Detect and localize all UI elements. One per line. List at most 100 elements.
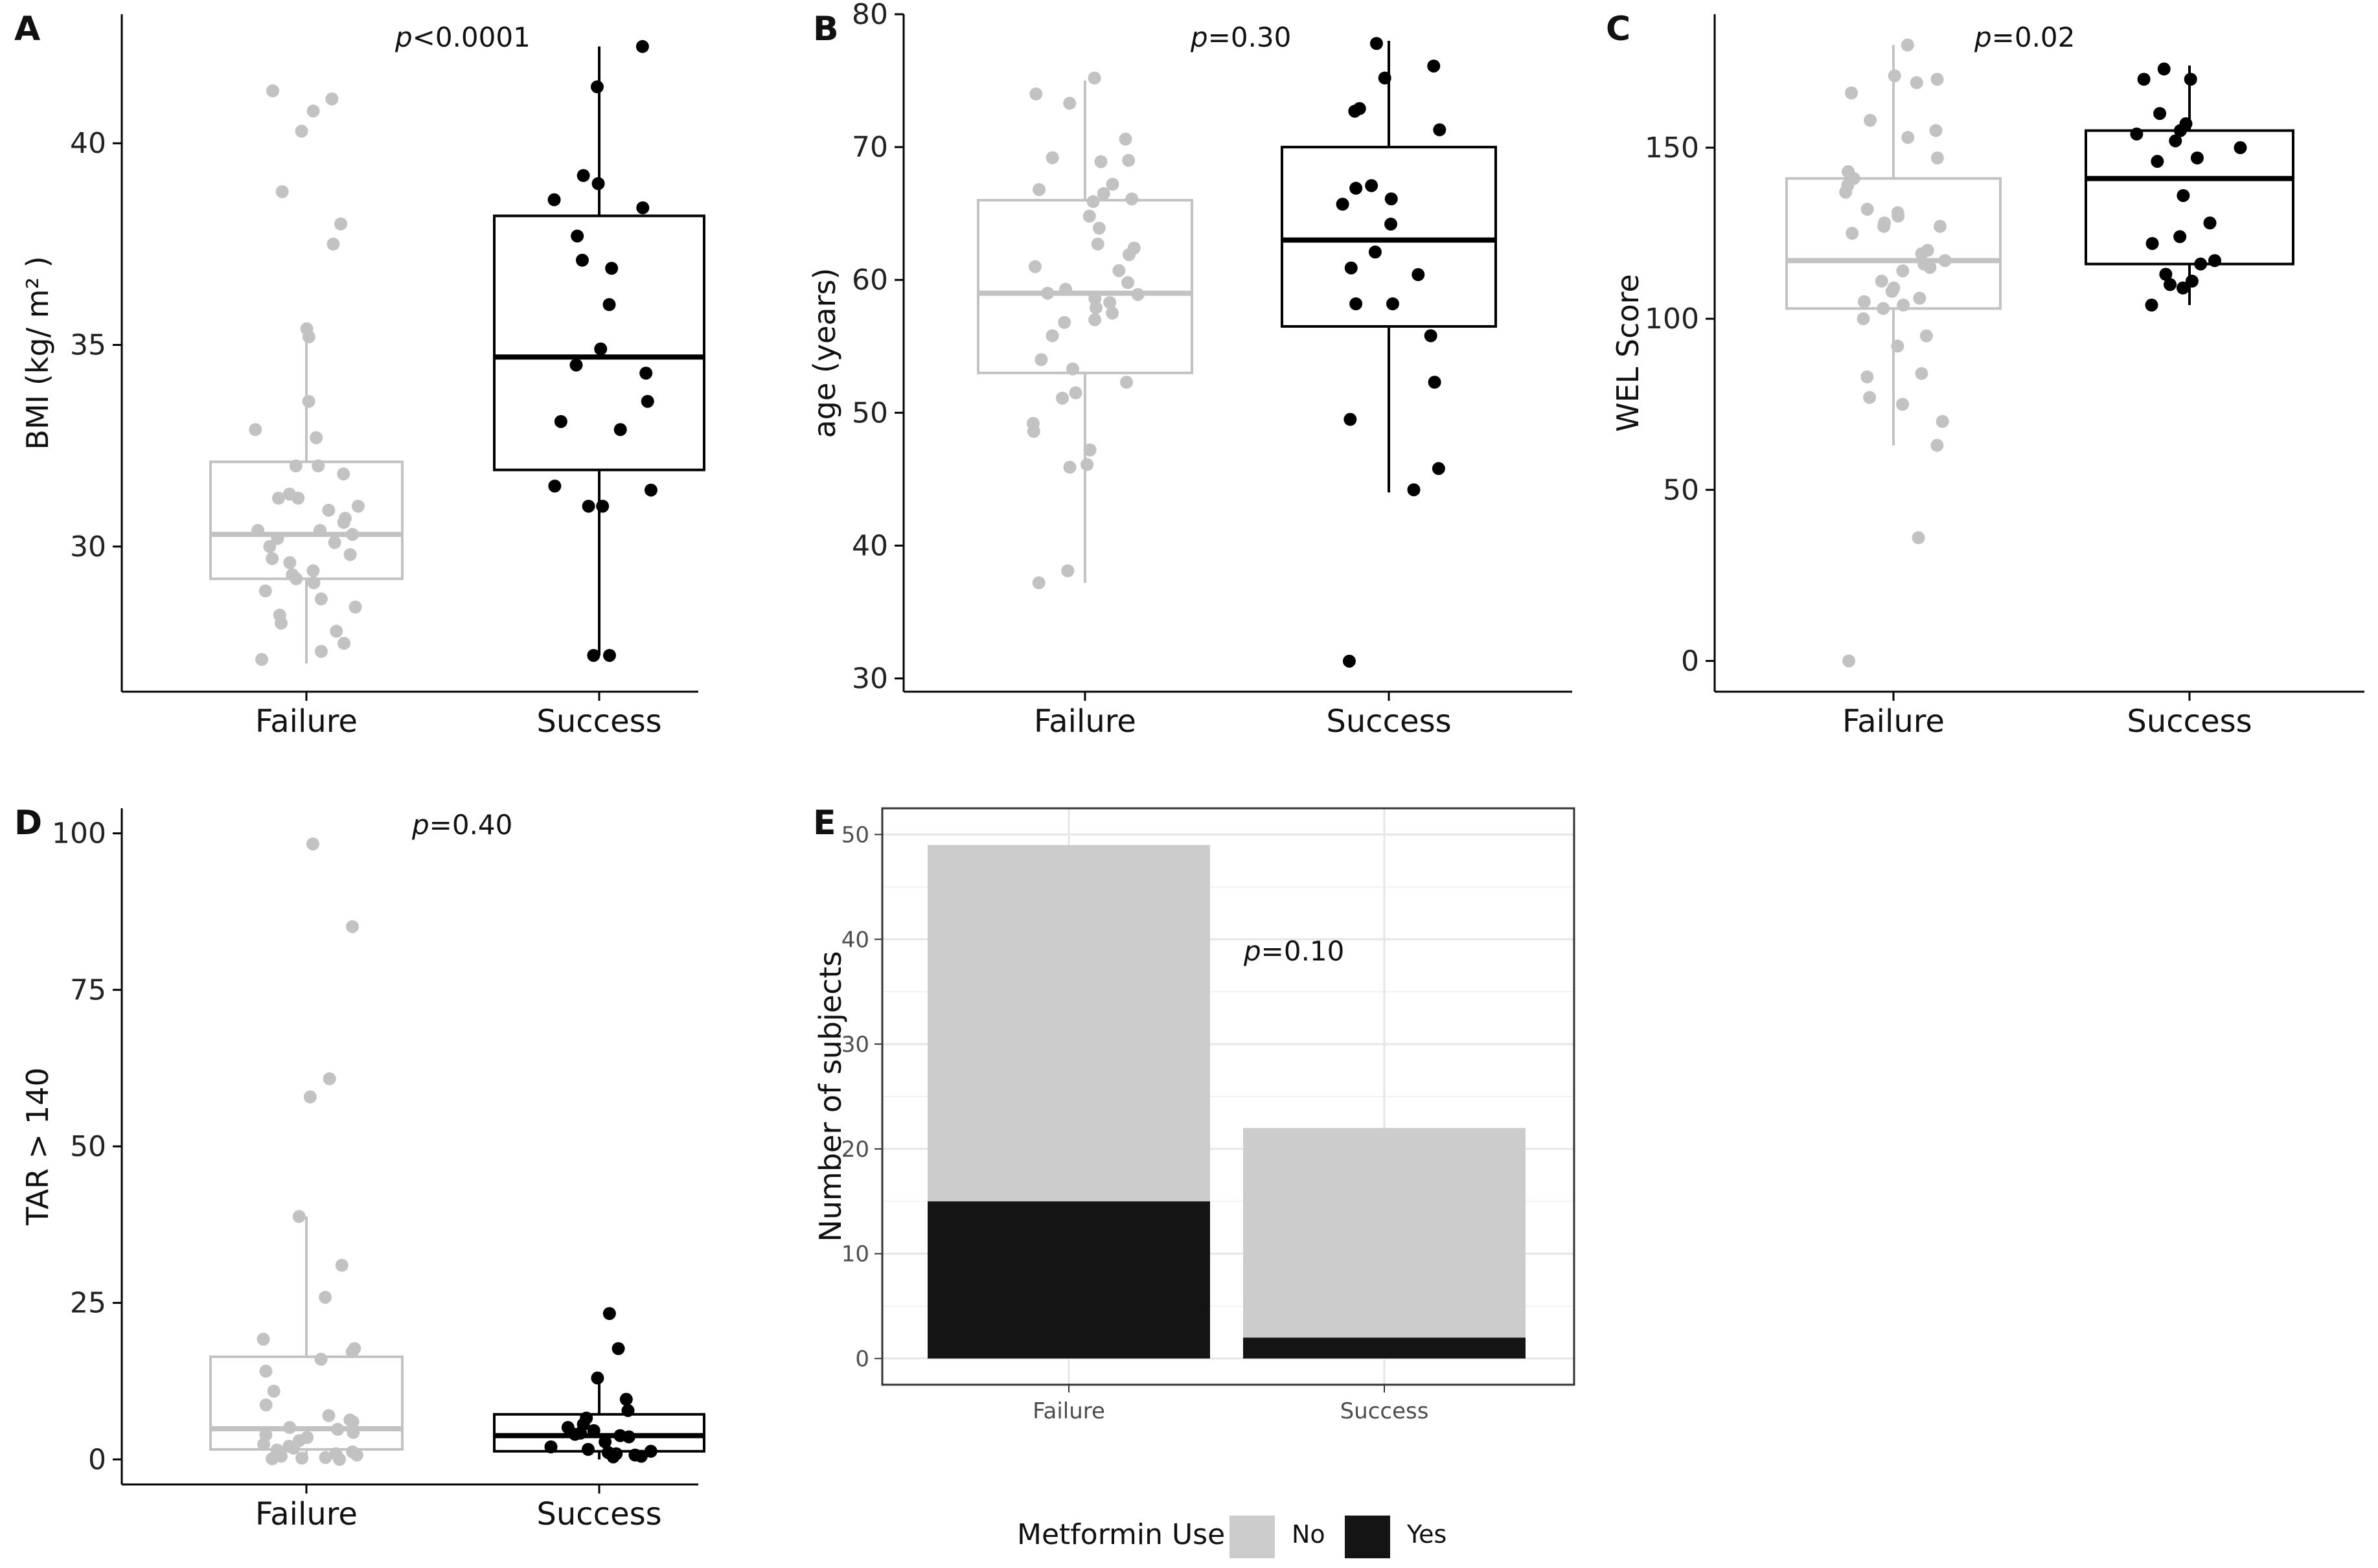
y-tick-label: 10 <box>841 1242 869 1267</box>
data-point <box>606 1450 620 1464</box>
data-point <box>1032 576 1046 589</box>
p-value-symbol: p <box>411 809 429 841</box>
data-point <box>636 201 650 214</box>
data-point <box>312 459 325 473</box>
data-point <box>644 1444 657 1458</box>
data-point <box>554 415 567 428</box>
points-failure <box>1026 71 1145 589</box>
data-point <box>1033 183 1046 196</box>
data-point <box>1933 220 1947 233</box>
p-value: p=0.02 <box>1974 21 2075 53</box>
data-point <box>1120 376 1134 389</box>
data-point <box>1427 59 1441 73</box>
data-point <box>306 564 320 578</box>
data-point <box>582 499 595 513</box>
data-point <box>1342 654 1356 668</box>
x-tick-label: Success <box>2127 703 2252 740</box>
data-point <box>292 492 305 505</box>
data-point <box>1046 329 1059 343</box>
p-value-symbol: p <box>1243 935 1261 967</box>
y-axis-title: WEL Score <box>1610 274 1645 432</box>
data-point <box>2234 141 2247 155</box>
bar-yes-failure <box>928 1201 1210 1359</box>
x-tick-label: Failure <box>1842 703 1945 740</box>
data-point <box>1125 192 1139 206</box>
p-value-text: =0.40 <box>429 809 513 841</box>
data-point <box>303 1090 317 1104</box>
box-iqr <box>1281 146 1497 328</box>
data-point <box>337 516 350 529</box>
data-point <box>1082 209 1096 223</box>
box-failure <box>209 332 404 664</box>
data-point <box>1103 296 1117 310</box>
data-point <box>548 479 562 493</box>
data-point <box>1412 267 1425 281</box>
data-point <box>2130 127 2144 141</box>
data-point <box>257 1332 270 1346</box>
data-point <box>1119 132 1132 146</box>
panel-label: E <box>813 804 836 843</box>
data-point <box>331 1422 345 1436</box>
box-iqr <box>977 199 1193 374</box>
points-success <box>1336 37 1446 668</box>
y-axis-title: age (years) <box>807 268 842 438</box>
data-point <box>255 653 269 666</box>
data-point <box>2176 281 2189 295</box>
data-point <box>1897 299 1910 312</box>
data-point <box>249 423 262 437</box>
data-point <box>346 528 360 541</box>
points-failure <box>257 837 363 1466</box>
legend-swatch-no <box>1229 1516 1275 1558</box>
y-tick-label: 25 <box>70 1287 106 1320</box>
data-point <box>307 576 321 589</box>
data-point <box>575 253 589 267</box>
data-point <box>319 1451 332 1464</box>
data-point <box>1344 261 1358 275</box>
data-point <box>259 1365 273 1378</box>
panel-label: D <box>14 804 42 843</box>
legend-label-no: No <box>1292 1520 1325 1549</box>
y-axis-title: BMI (kg/ m² ) <box>20 256 55 449</box>
data-point <box>602 648 616 662</box>
p-value: p=0.10 <box>1243 935 1344 967</box>
data-point <box>547 193 561 207</box>
x-tick-label: Success <box>1326 703 1451 740</box>
data-point <box>1930 438 1944 452</box>
x-tick-label: Failure <box>1033 1398 1105 1424</box>
data-point <box>1875 275 1888 288</box>
data-point <box>590 80 604 94</box>
data-point <box>1912 531 1925 545</box>
data-point <box>2194 257 2208 271</box>
data-point <box>1092 222 1106 235</box>
y-tick-label: 40 <box>852 529 888 562</box>
data-point <box>1080 458 1094 472</box>
data-point <box>1896 398 1910 411</box>
data-point <box>263 540 277 553</box>
data-point <box>2185 275 2199 288</box>
data-point <box>257 1438 270 1451</box>
data-point <box>591 1371 604 1385</box>
y-axis-title: Number of subjects <box>813 951 848 1242</box>
data-point <box>1857 295 1871 308</box>
data-point <box>1122 153 1136 167</box>
y-tick-label: 40 <box>841 927 869 953</box>
y-tick-label: 30 <box>852 662 888 695</box>
data-point <box>1063 97 1077 110</box>
data-point <box>1860 370 1874 383</box>
data-point <box>1336 198 1349 211</box>
data-point <box>1035 353 1048 367</box>
data-point <box>639 367 653 380</box>
data-point <box>587 648 600 662</box>
y-tick-label: 70 <box>852 131 888 164</box>
box-success <box>493 1378 705 1460</box>
data-point <box>330 624 343 638</box>
data-point <box>1028 260 1042 273</box>
data-point <box>596 499 610 513</box>
data-point <box>1407 483 1421 497</box>
data-point <box>290 572 303 585</box>
y-tick-label: 0 <box>855 1346 869 1372</box>
y-tick-label: 50 <box>1663 473 1699 506</box>
data-point <box>2157 62 2171 76</box>
data-point <box>283 1421 297 1435</box>
